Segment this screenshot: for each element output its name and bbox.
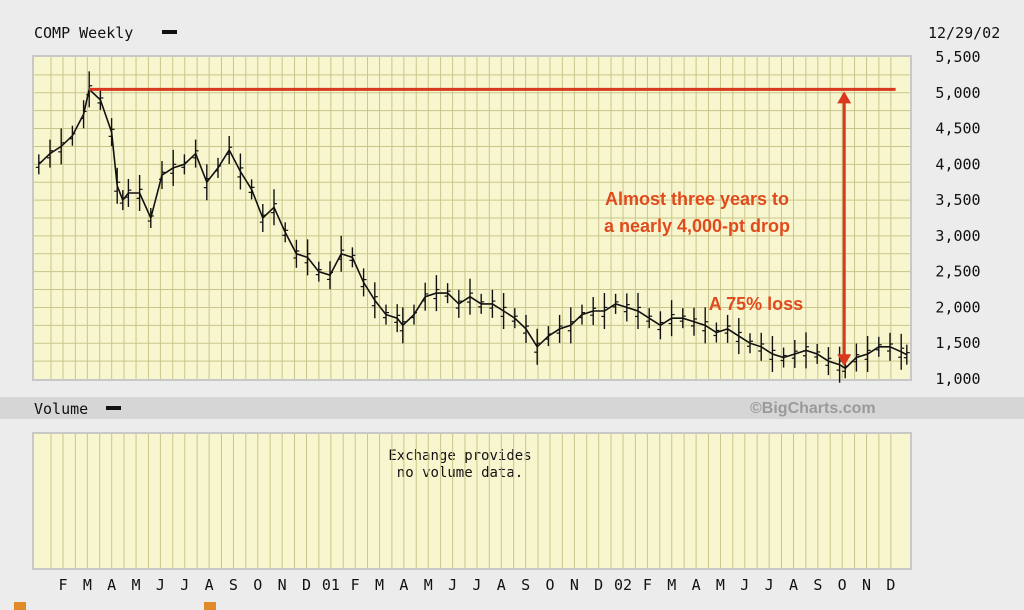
y-tick-label: 2,500 bbox=[935, 263, 980, 281]
volume-label: Volume bbox=[34, 400, 89, 418]
brand-watermark: ©BigCharts.com bbox=[750, 400, 876, 417]
x-tick-label: M bbox=[132, 576, 141, 594]
x-tick-label: N bbox=[278, 576, 287, 594]
x-tick-label: A bbox=[789, 576, 798, 594]
x-tick-label: J bbox=[448, 576, 457, 594]
y-tick-label: 3,000 bbox=[935, 227, 980, 245]
x-tick-label: A bbox=[692, 576, 701, 594]
no-volume-line-1: Exchange provides bbox=[388, 448, 532, 464]
x-tick-label: N bbox=[862, 576, 871, 594]
legend-swatch bbox=[162, 30, 177, 34]
x-tick-label: D bbox=[886, 576, 895, 594]
x-tick-label: 02 bbox=[614, 576, 632, 594]
x-tick-label: J bbox=[765, 576, 774, 594]
x-tick-label: A bbox=[205, 576, 214, 594]
x-tick-label: D bbox=[302, 576, 311, 594]
x-tick-label: J bbox=[180, 576, 189, 594]
x-tick-label: F bbox=[643, 576, 652, 594]
x-tick-label: N bbox=[570, 576, 579, 594]
x-tick-label: O bbox=[253, 576, 262, 594]
y-tick-label: 1,500 bbox=[935, 334, 980, 352]
x-tick-label: S bbox=[813, 576, 822, 594]
x-tick-label: S bbox=[521, 576, 530, 594]
annotation-line-2: a nearly 4,000-pt drop bbox=[604, 216, 790, 236]
x-tick-label: O bbox=[838, 576, 847, 594]
x-tick-label: J bbox=[472, 576, 481, 594]
y-tick-label: 4,000 bbox=[935, 155, 980, 173]
x-tick-label: M bbox=[716, 576, 725, 594]
chart-date: 12/29/02 bbox=[928, 24, 1001, 42]
x-tick-label: M bbox=[375, 576, 384, 594]
y-tick-label: 2,000 bbox=[935, 298, 980, 316]
symbol-label: COMP Weekly bbox=[34, 24, 134, 42]
x-tick-label: J bbox=[156, 576, 165, 594]
x-tick-label: M bbox=[667, 576, 676, 594]
x-tick-label: A bbox=[497, 576, 506, 594]
x-tick-label: O bbox=[545, 576, 554, 594]
x-tick-label: A bbox=[399, 576, 408, 594]
volume-panel bbox=[32, 432, 912, 570]
y-tick-label: 4,500 bbox=[935, 120, 980, 138]
window-icon[interactable] bbox=[14, 602, 26, 610]
drop-arrow-head-down bbox=[837, 354, 852, 367]
x-tick-label: J bbox=[740, 576, 749, 594]
price-line bbox=[38, 87, 908, 370]
x-tick-label: S bbox=[229, 576, 238, 594]
y-tick-label: 5,500 bbox=[935, 48, 980, 66]
window-icon[interactable] bbox=[204, 602, 216, 610]
x-tick-label: F bbox=[351, 576, 360, 594]
volume-header-bar bbox=[0, 397, 1024, 419]
x-tick-label: M bbox=[83, 576, 92, 594]
x-tick-label: M bbox=[424, 576, 433, 594]
y-tick-label: 1,000 bbox=[935, 370, 980, 388]
annotation-line-1: Almost three years to bbox=[605, 189, 789, 209]
annotation-loss: A 75% loss bbox=[709, 294, 803, 314]
x-tick-label: 01 bbox=[322, 576, 340, 594]
x-tick-label: A bbox=[107, 576, 116, 594]
x-tick-label: F bbox=[58, 576, 67, 594]
volume-legend-swatch bbox=[106, 406, 121, 410]
x-tick-label: D bbox=[594, 576, 603, 594]
y-tick-label: 3,500 bbox=[935, 191, 980, 209]
drop-arrow-head-up bbox=[837, 91, 852, 104]
y-tick-label: 5,000 bbox=[935, 84, 980, 102]
